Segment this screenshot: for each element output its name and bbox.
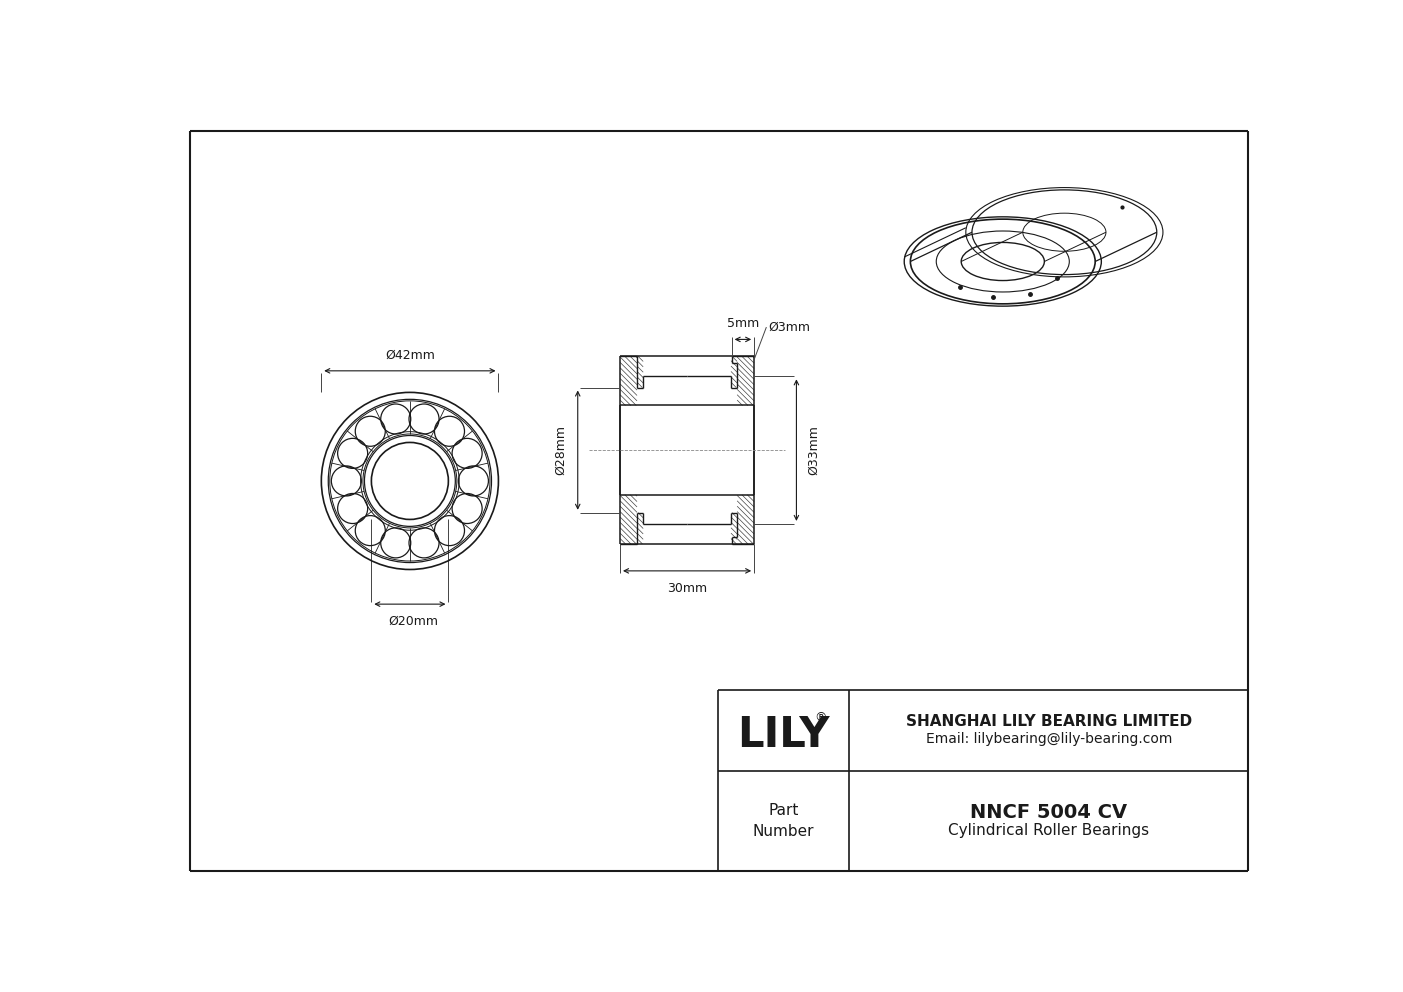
Text: SHANGHAI LILY BEARING LIMITED: SHANGHAI LILY BEARING LIMITED — [906, 714, 1193, 729]
Text: ®: ® — [814, 711, 826, 724]
Text: Ø42mm: Ø42mm — [384, 348, 435, 362]
Text: Ø3mm: Ø3mm — [767, 320, 810, 333]
Text: Ø28mm: Ø28mm — [554, 426, 567, 475]
Text: 5mm: 5mm — [727, 317, 759, 330]
Text: LILY: LILY — [737, 713, 829, 756]
Text: Part
Number: Part Number — [752, 804, 814, 839]
Text: 30mm: 30mm — [666, 581, 707, 594]
Text: Ø20mm: Ø20mm — [389, 615, 439, 628]
Text: Email: lilybearing@lily-bearing.com: Email: lilybearing@lily-bearing.com — [926, 731, 1172, 746]
Text: NNCF 5004 CV: NNCF 5004 CV — [971, 803, 1128, 821]
Text: Cylindrical Roller Bearings: Cylindrical Roller Bearings — [948, 823, 1149, 838]
Text: Ø33mm: Ø33mm — [807, 426, 821, 475]
